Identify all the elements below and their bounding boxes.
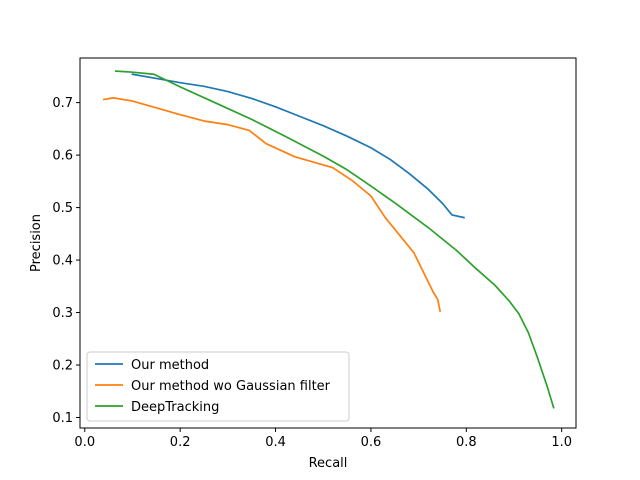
x-tick-label-4: 0.8: [456, 435, 477, 450]
x-tick-label-3: 0.6: [361, 435, 382, 450]
series-line-0: [131, 73, 465, 219]
ticks-layer: 0.0 0.2 0.4 0.6 0.8 1.0 0.1 0.2 0.3 0.4 0.5 0.6 0.7: [52, 96, 572, 450]
x-tick-label-2: 0.4: [265, 435, 286, 450]
x-tick-label-1: 0.2: [170, 435, 191, 450]
legend-label-0: Our method: [131, 358, 209, 373]
legend-label-1: Our method wo Gaussian filter: [131, 379, 331, 394]
legend: Our method Our method wo Gaussian filter D…: [86, 351, 350, 422]
y-tick-label-2: 0.3: [52, 306, 73, 321]
y-tick-label-3: 0.4: [52, 254, 73, 269]
legend-label-2: DeepTracking: [131, 400, 219, 415]
x-tick-label-0: 0.0: [74, 435, 95, 450]
y-tick-label-1: 0.2: [52, 359, 73, 374]
y-axis-label: Precision: [29, 214, 44, 272]
series-line-2: [114, 70, 555, 409]
y-tick-label-6: 0.7: [52, 96, 73, 111]
series-line-1: [102, 97, 442, 312]
x-axis-label: Recall: [309, 456, 348, 471]
series-layer: [102, 70, 555, 409]
y-tick-label-5: 0.6: [52, 149, 73, 164]
y-tick-label-0: 0.1: [52, 411, 73, 426]
plot-frame: [79, 57, 577, 429]
x-tick-label-5: 1.0: [551, 435, 572, 450]
legend-frame: [86, 351, 350, 422]
y-tick-label-4: 0.5: [52, 201, 73, 216]
